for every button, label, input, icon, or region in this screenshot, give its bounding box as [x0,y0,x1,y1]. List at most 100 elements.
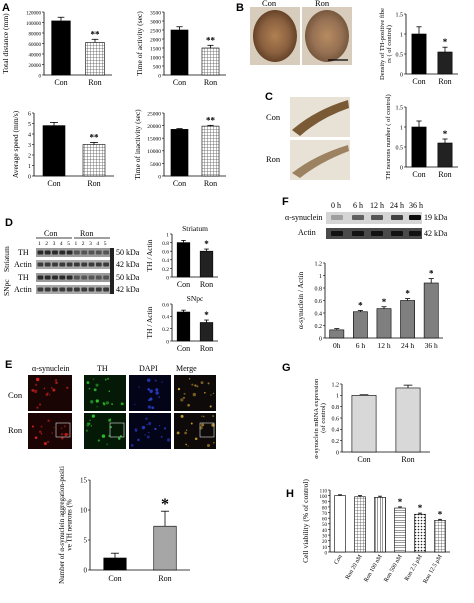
y-tick-label: 0.4 [162,315,169,321]
lane-number: 2 [45,241,48,247]
fluorescent-signal [130,444,134,447]
timepoint-label-3: 24 h [390,201,404,210]
timepoint-label-2: 12 h [370,201,384,210]
x-tick-label: Con [412,77,425,86]
y-tick-label: 0.6 [162,302,169,308]
image-row-label-ron: Ron [266,154,281,164]
y-tick-label: 1 [319,274,322,280]
blot-group-con: Con [44,229,57,238]
chart-th-neurons-number: 0 0.5 1 1.5 TH neurons number ( of control) C… [385,94,458,180]
y-tick-label: 30 [322,534,328,539]
y-tick-label: 0 [336,450,339,456]
bar [395,387,421,453]
y-tick-label: 0 [84,566,88,574]
snpc-stain-ron [292,145,349,178]
blot-band [59,287,66,292]
inset-box-ron-merge [199,422,215,438]
kda-label-actin: 42 kDa [424,229,448,238]
y-tick-label: 0.6 [162,250,169,256]
fluorescent-signal [206,444,211,448]
fluorescent-signal [38,403,42,406]
y-axis-label: Density of TH-positive fibers ( of contr… [379,8,393,80]
timepoint-label-0: 0 h [331,201,341,210]
chart-snpc-th-actin: 0 0.2 0.4 0.6 TH / Actin SNpc Con * Ron [145,294,218,353]
y-tick-label: 70 [322,512,328,517]
y-tick-label: 0.2 [162,267,169,273]
blot-band-asyn [352,215,364,220]
fluorescent-signal [212,392,215,395]
y-tick-label: 3 [28,143,31,149]
fluorescent-signal [31,425,34,428]
x-tick-label: Con [334,554,344,566]
fluorescent-signal [51,432,53,434]
blot-band [59,250,66,255]
fluorescent-signal [149,397,153,401]
significance-marker: * [405,289,410,299]
panel-letter-b: B [236,2,244,14]
fluorescent-signal [163,427,167,430]
significance-marker: * [443,37,448,47]
y-tick-label: 0 [400,72,403,78]
blot-band [103,262,109,267]
y-tick-label: 2500 [150,28,161,34]
x-tick-label: Ron 12.5 μM [423,553,445,584]
fluorescent-signal [52,388,56,392]
y-axis-label: Total distance (mm) [1,13,10,74]
image-label-ron: Ron [315,0,330,8]
inset-box-ron-th [109,422,125,438]
panel-letter-h: H [286,488,294,500]
fluorescent-signal [107,377,110,380]
blot-band [95,262,102,267]
panel-letter-g: G [282,362,291,374]
bar [170,29,189,76]
col-label-asyn: α-synuclein [32,364,70,373]
y-tick-label: 50 [322,523,328,528]
fluorescent-signal [109,426,112,429]
y-tick-label: 0.2 [162,327,169,333]
chart-striatum-th-actin: 0 0.2 0.4 0.6 0.8 1 TH / Actin Striatum Con * Ron [145,224,218,289]
blot-band [74,250,80,255]
x-tick-label: Ron [200,280,213,289]
x-tick-label: Ron 20 nM [345,553,364,580]
fluorescent-signal [111,403,113,405]
micrograph-ron-th [84,413,126,449]
y-tick-label: 1.5 [396,105,404,111]
panel-letter-c: C [265,91,273,103]
x-tick-label: Ron 2.5 μM [404,553,424,582]
fluorescent-signal [105,401,110,405]
blot-band [52,250,58,255]
x-tick-label: Con [412,170,425,179]
col-label-th: TH [97,364,108,373]
fluorescent-signal [155,388,159,392]
image-label-con: Con [262,0,277,8]
y-tick-label: 2000 [150,37,161,43]
fluorescent-signal [46,440,50,444]
y-axis-label: Cell viability (% of control) [301,479,310,563]
y-tick-label: 1 [28,164,31,170]
y-tick-label: 90 [322,501,328,506]
y-tick-label: 20 [322,540,328,545]
y-tick-label: 0 [166,339,169,345]
bar [376,308,392,339]
blot-band [103,275,109,280]
fluorescent-signal [187,445,189,447]
chart-title: SNpc [187,294,204,303]
y-tick-label: 100000 [26,22,42,27]
fluorescent-signal [201,415,203,417]
y-axis-label: TH / Actin [145,239,154,271]
fluorescent-signal [117,437,121,440]
y-tick-label: 0 [158,73,161,79]
y-tick-label: 3500 [150,10,161,16]
lane-number: 2 [82,241,85,247]
significance-marker: * [443,129,448,139]
fluorescent-signal [154,379,157,382]
y-tick-label: 0.4 [315,311,323,317]
y-axis-label: Time of activity (sec) [135,11,144,76]
bar [394,507,406,553]
fluorescent-signal [194,384,197,387]
significance-marker: * [358,301,363,311]
chart-title: Striatum [182,224,208,233]
bar [437,142,453,168]
fluorescent-signal [60,427,63,430]
panel-letter-a: A [2,2,10,14]
